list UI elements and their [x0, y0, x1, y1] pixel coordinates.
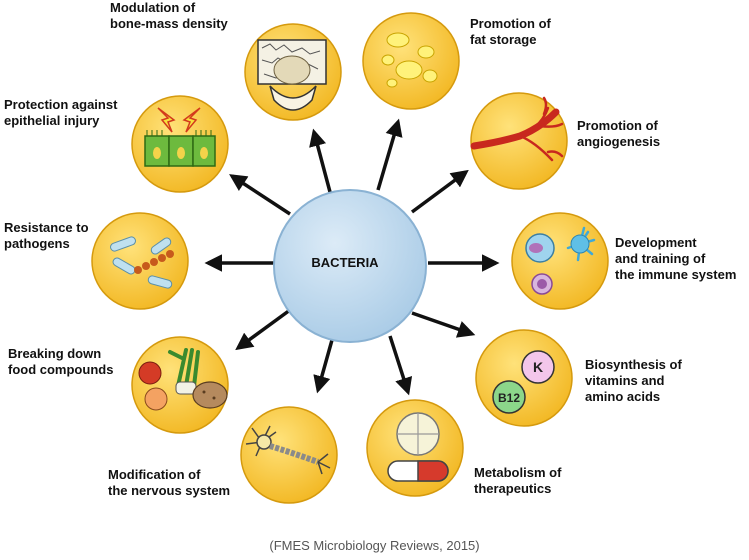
pathogens-icon [91, 212, 189, 310]
immune-cells-icon [511, 212, 609, 310]
label-nervous-system: Modification of the nervous system [108, 467, 231, 498]
label-epithelial-injury: Protection against epithelial injury [4, 97, 118, 128]
arrow-vitamins [411, 311, 476, 338]
source-caption: (FMES Microbiology Reviews, 2015) [269, 538, 480, 553]
label-fat-storage: Promotion of fat storage [470, 16, 551, 47]
arrow-angio [410, 169, 469, 214]
label-therapeutics: Metabolism of therapeutics [474, 465, 562, 496]
label-vitamins-amino-acids: Biosynthesis of vitamins and amino acids [585, 357, 682, 404]
arrow-food [235, 308, 292, 351]
label-bone-mass-density: Modulation of bone-mass density [110, 0, 228, 31]
arrow-bone [309, 128, 332, 193]
vitamins-icon: K B12 [475, 329, 573, 427]
arrow-nervous [313, 339, 334, 394]
vegetables-icon [131, 336, 229, 434]
blood-vessel-icon [470, 92, 568, 190]
vitamin-b12-badge [492, 380, 526, 414]
pills-icon [366, 399, 464, 497]
bone-cell-icon [244, 23, 342, 121]
fat-droplets-icon [362, 12, 460, 110]
arrow-therapeutics [388, 335, 413, 396]
label-food-compounds: Breaking down food compounds [8, 346, 114, 377]
label-angiogenesis: Promotion of angiogenesis [577, 118, 661, 149]
vitamin-k-badge [521, 350, 555, 384]
label-pathogens: Resistance to pathogens [4, 220, 89, 251]
bacteria-center-circle [273, 189, 427, 343]
vitamin-b12-label: B12 [498, 391, 520, 405]
epithelial-cells-icon [131, 95, 229, 193]
vitamin-k-label: K [533, 359, 543, 375]
label-immune-system: Development and training of the immune s… [615, 235, 737, 282]
arrow-epithelial [229, 174, 291, 216]
neuron-icon [240, 406, 338, 504]
arrow-fat [376, 118, 403, 191]
arrows [204, 118, 500, 396]
bacteria-center-label: BACTERIA [311, 255, 379, 270]
